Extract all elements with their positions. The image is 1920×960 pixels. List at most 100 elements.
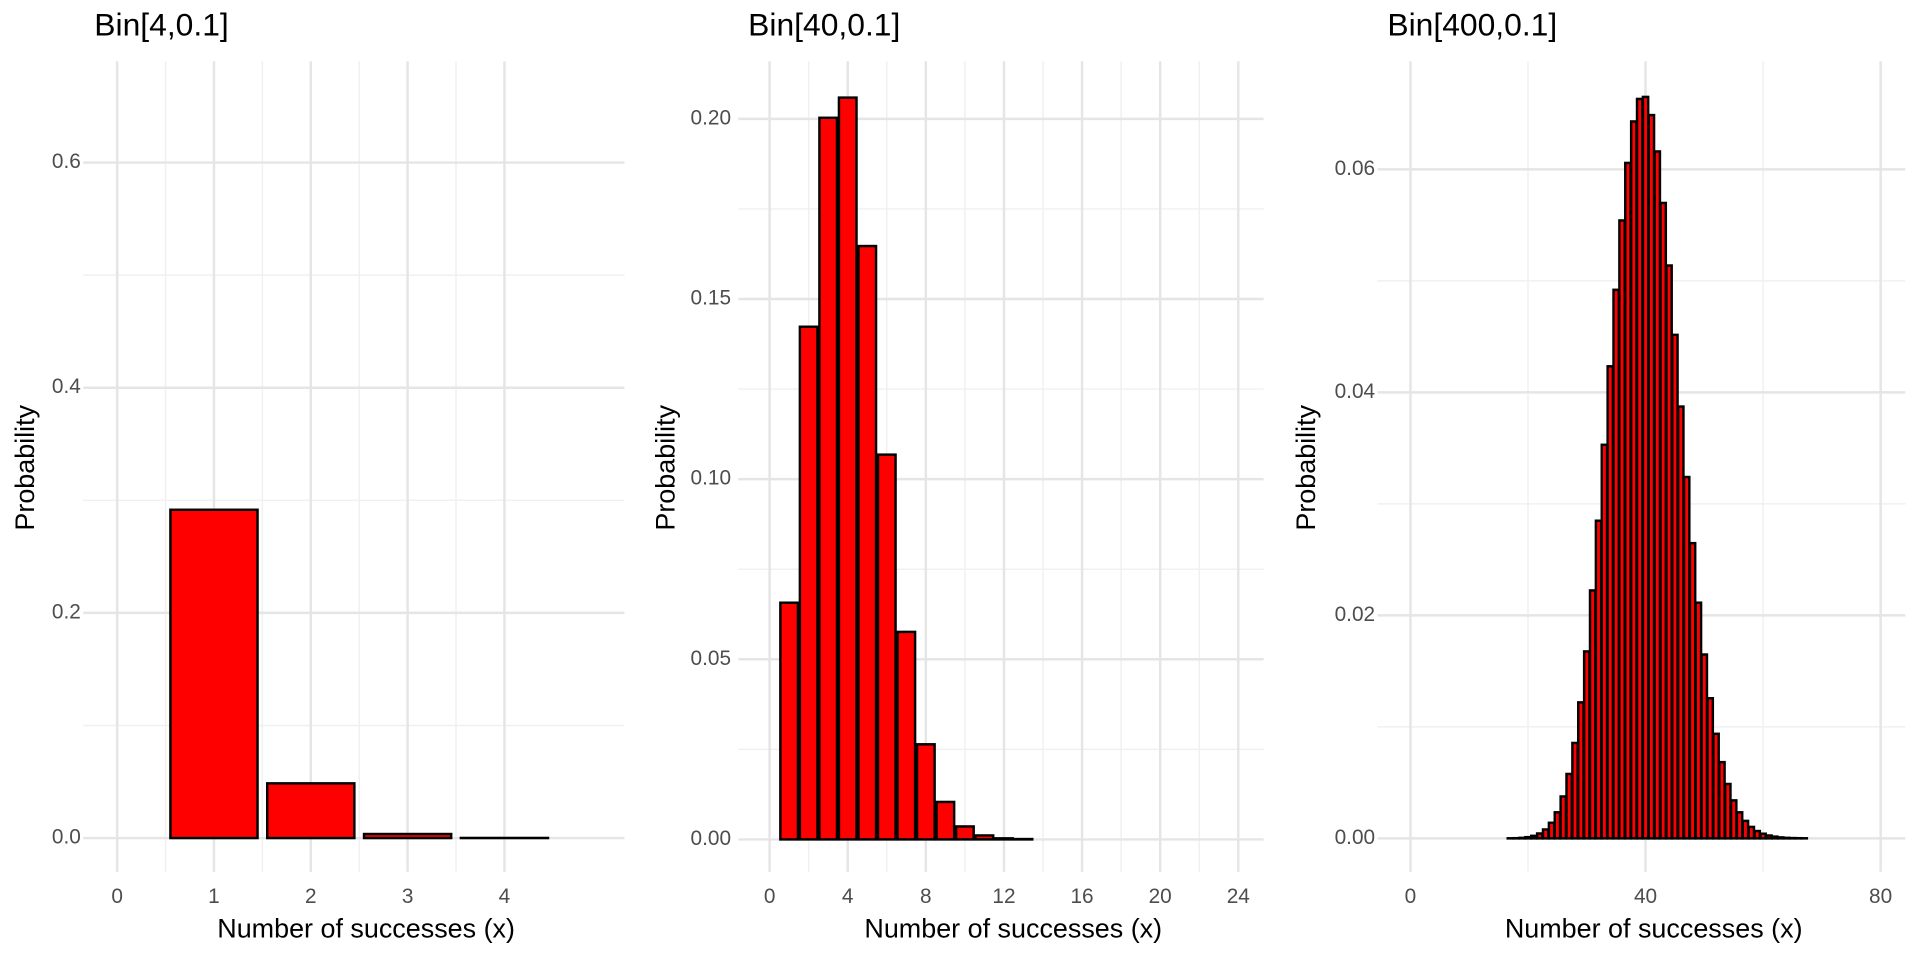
x-tick-label: 4 [499, 885, 511, 908]
bar [1694, 601, 1703, 840]
bar [876, 453, 897, 841]
bar [1765, 834, 1773, 840]
bar [1735, 811, 1744, 840]
y-tick-label: 0.04 [1335, 380, 1375, 403]
y-tick-label: 0.20 [691, 106, 731, 129]
bar [265, 782, 356, 840]
bar [954, 825, 975, 841]
x-axis-label: Number of successes (x) [864, 914, 1162, 944]
bar [1565, 772, 1574, 840]
x-tick-label: 8 [920, 885, 932, 908]
bar [818, 116, 839, 841]
bar [1635, 97, 1644, 840]
bar [1653, 150, 1662, 840]
y-tick-label: 0.10 [691, 467, 731, 490]
bar [857, 244, 878, 841]
x-tick-label: 24 [1227, 885, 1250, 908]
bar [798, 325, 819, 841]
bar [1594, 519, 1603, 840]
bar [1600, 443, 1609, 840]
bar [1553, 811, 1562, 840]
bar [1571, 741, 1579, 840]
bar [1682, 475, 1691, 840]
bar [1706, 697, 1715, 840]
bar [1530, 834, 1538, 840]
x-tick-label: 0 [764, 885, 776, 908]
bar [1641, 95, 1650, 840]
chart-title: Bin[4,0.1] [94, 6, 228, 42]
bar [1676, 405, 1685, 840]
bar [169, 508, 259, 840]
bar [362, 832, 453, 840]
bar [993, 837, 1014, 841]
x-tick-label: 2 [305, 885, 317, 908]
bar [1723, 782, 1732, 840]
x-tick-label: 16 [1070, 885, 1093, 908]
bar [1518, 836, 1526, 840]
y-tick-label: 0.02 [1335, 603, 1375, 626]
y-tick-label: 0.6 [52, 150, 81, 173]
x-tick-label: 4 [842, 885, 854, 908]
x-axis-label: Number of successes (x) [217, 914, 515, 944]
x-tick-label: 80 [1869, 885, 1892, 908]
bar [1753, 829, 1762, 840]
y-tick-label: 0.05 [691, 647, 731, 670]
bar [1718, 760, 1726, 840]
bar [837, 96, 858, 841]
x-tick-label: 12 [992, 885, 1015, 908]
bar [1541, 828, 1550, 840]
bar [896, 630, 917, 841]
bar [974, 834, 995, 841]
bar [1588, 589, 1597, 840]
bar [1688, 541, 1697, 840]
y-tick-label: 0.00 [691, 827, 731, 850]
chart-title: Bin[40,0.1] [748, 6, 900, 42]
bar [1612, 288, 1621, 840]
y-tick-label: 0.2 [52, 600, 81, 623]
bar [1659, 201, 1668, 840]
y-axis-label: Probability [10, 404, 40, 530]
bar [1624, 161, 1632, 840]
bar [1606, 365, 1615, 840]
y-tick-label: 0.00 [1335, 826, 1375, 849]
x-tick-label: 3 [402, 885, 414, 908]
bar [915, 743, 936, 841]
x-tick-label: 0 [1405, 885, 1417, 908]
bar [1671, 333, 1679, 840]
bar [1535, 832, 1544, 840]
bar [1770, 835, 1779, 840]
bar [1776, 836, 1785, 840]
bar [1577, 701, 1585, 840]
y-axis-label: Probability [650, 404, 680, 530]
x-tick-label: 40 [1634, 885, 1657, 908]
chart-title: Bin[400,0.1] [1387, 6, 1557, 42]
y-tick-label: 0.0 [52, 826, 81, 849]
x-tick-label: 1 [208, 885, 220, 908]
bar [1759, 832, 1767, 840]
bar [1782, 836, 1791, 840]
bar [1618, 219, 1626, 840]
bar [779, 601, 800, 841]
bar [1700, 653, 1709, 840]
y-tick-label: 0.15 [691, 287, 731, 310]
bar [1747, 825, 1756, 840]
bar [1629, 120, 1638, 840]
y-axis-label: Probability [1291, 404, 1321, 530]
bar [1559, 795, 1568, 840]
bar [1547, 821, 1556, 840]
bar [1712, 732, 1720, 840]
y-tick-label: 0.06 [1335, 157, 1375, 180]
bar [1647, 113, 1656, 840]
bar [935, 800, 956, 841]
x-tick-label: 0 [111, 885, 123, 908]
x-tick-label: 20 [1149, 885, 1172, 908]
x-axis-label: Number of successes (x) [1505, 914, 1803, 944]
bar [1741, 819, 1750, 840]
bar [1729, 799, 1738, 840]
bar [1582, 650, 1591, 840]
bar [1524, 835, 1532, 840]
y-tick-label: 0.4 [52, 375, 81, 398]
bar [1665, 264, 1673, 840]
